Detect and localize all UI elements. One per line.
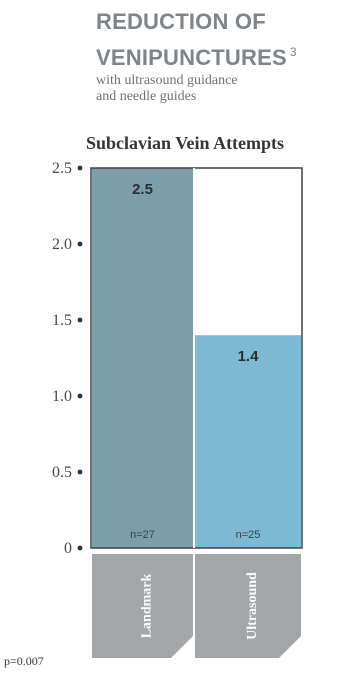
subheading-line-1: with ultrasound guidance xyxy=(96,73,238,88)
sample-size-label: n=25 xyxy=(236,529,261,541)
y-tick-mark xyxy=(77,469,83,475)
p-value-footnote: p=0.007 xyxy=(4,654,44,668)
chart-title: Subclavian Vein Attempts xyxy=(86,133,285,153)
category-label: Ultrasound xyxy=(245,572,260,640)
y-tick-mark xyxy=(77,545,83,551)
bar-landmark xyxy=(92,168,193,548)
bar-ultrasound xyxy=(195,335,301,548)
plot-frame xyxy=(90,167,303,549)
bar-value-label: 2.5 xyxy=(132,181,153,198)
headline-line-2-text: VENIPUNCTURES xyxy=(96,45,287,70)
y-tick-mark xyxy=(77,393,83,399)
y-tick-mark xyxy=(77,317,83,323)
category-tab-ultrasound xyxy=(195,554,301,658)
y-tick-mark xyxy=(77,241,83,247)
sample-size-label: n=27 xyxy=(130,529,155,541)
headline: REDUCTION OF VENIPUNCTURES 3 xyxy=(96,6,297,73)
reference-superscript: 3 xyxy=(289,45,297,59)
bar-value-label: 1.4 xyxy=(238,348,260,365)
y-tick-label: 1.0 xyxy=(52,388,72,405)
y-tick-label: 0.5 xyxy=(52,464,72,481)
headline-line-2: VENIPUNCTURES 3 xyxy=(96,37,297,73)
y-tick-label: 1.5 xyxy=(52,312,72,329)
category-label: Landmark xyxy=(140,574,155,639)
y-tick-label: 2.0 xyxy=(52,236,72,253)
headline-line-1: REDUCTION OF xyxy=(96,9,266,34)
y-tick-label: 2.5 xyxy=(52,160,72,177)
subheading-line-2: and needle guides xyxy=(96,89,197,104)
y-tick-mark xyxy=(77,165,83,171)
y-tick-label: 0 xyxy=(64,540,72,557)
category-tab-landmark xyxy=(92,554,193,658)
subheading: with ultrasound guidance and needle guid… xyxy=(96,73,238,105)
